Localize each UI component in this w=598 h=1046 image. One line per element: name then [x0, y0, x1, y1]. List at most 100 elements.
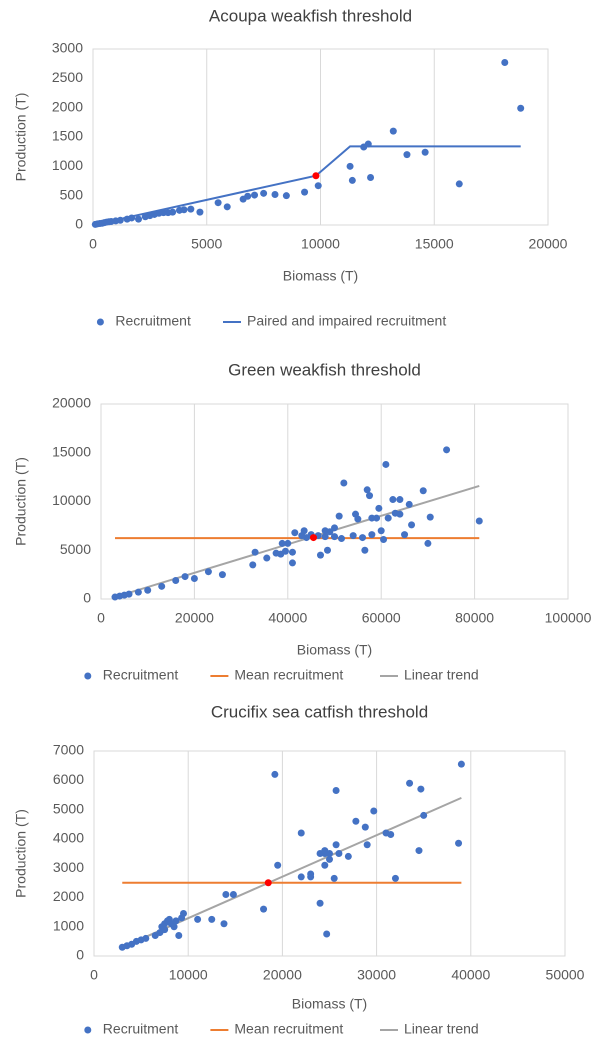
y-tick-label: 15000	[52, 443, 91, 459]
point	[373, 514, 381, 522]
point	[271, 770, 279, 778]
point	[170, 923, 178, 931]
point	[417, 785, 425, 793]
point	[142, 934, 150, 942]
x-tick-label: 10000	[169, 967, 208, 983]
point	[370, 807, 378, 815]
point	[223, 203, 231, 211]
point	[321, 533, 329, 541]
point	[291, 529, 299, 537]
y-tick-label: 500	[60, 186, 84, 202]
legend-label: Mean recruitment	[234, 1021, 343, 1037]
point	[323, 546, 331, 554]
point	[316, 899, 324, 907]
point	[134, 588, 142, 596]
point	[363, 486, 371, 494]
point	[348, 176, 356, 184]
y-tick-label: 3000	[53, 859, 84, 875]
point	[389, 496, 397, 504]
point	[396, 510, 404, 518]
point	[391, 874, 399, 882]
point	[220, 920, 228, 928]
point	[271, 190, 279, 198]
point	[326, 850, 333, 857]
point	[307, 870, 315, 878]
point	[284, 539, 292, 547]
plot-border	[100, 403, 569, 600]
y-axis-label: Production (T)	[13, 457, 29, 546]
y-tick-label: 0	[83, 590, 91, 606]
chart-title: Acoupa weakfish threshold	[209, 6, 412, 25]
point	[354, 515, 362, 523]
point	[218, 571, 226, 579]
point	[346, 162, 354, 170]
point	[144, 586, 152, 594]
legend-label: Linear trend	[404, 1021, 479, 1037]
point	[368, 531, 376, 539]
y-tick-label: 3000	[52, 40, 83, 56]
point	[179, 910, 187, 918]
point	[196, 208, 204, 216]
point	[401, 531, 409, 539]
point	[424, 539, 432, 547]
point	[344, 852, 352, 860]
point	[363, 841, 371, 849]
point	[181, 573, 189, 581]
x-tick-label: 20000	[529, 236, 568, 252]
point	[180, 206, 188, 214]
point	[364, 140, 372, 148]
point	[331, 524, 338, 532]
point	[282, 192, 290, 200]
point	[331, 533, 338, 541]
point	[455, 180, 463, 188]
x-tick-label: 15000	[415, 236, 454, 252]
point	[263, 554, 271, 562]
point	[403, 151, 411, 159]
y-tick-label: 1000	[53, 917, 84, 933]
legend-label: Recruitment	[103, 1021, 179, 1037]
x-axis-label: Biomass (T)	[292, 996, 367, 1012]
point	[264, 879, 272, 887]
x-tick-label: 10000	[301, 236, 340, 252]
point	[387, 830, 395, 838]
point	[175, 932, 183, 939]
x-tick-label: 20000	[263, 967, 302, 983]
point	[116, 216, 124, 224]
point	[297, 873, 305, 881]
line	[114, 484, 480, 599]
y-tick-label: 20000	[52, 395, 91, 411]
x-tick-label: 5000	[191, 236, 222, 252]
x-tick-label: 20000	[175, 610, 214, 626]
point	[309, 534, 317, 542]
x-tick-label: 60000	[362, 610, 401, 626]
point	[382, 460, 390, 468]
y-tick-label: 1500	[52, 128, 83, 144]
point	[389, 127, 397, 135]
point	[352, 817, 360, 825]
legend-label: Mean recruitment	[234, 667, 343, 683]
point	[384, 514, 392, 522]
y-tick-label: 2000	[52, 98, 83, 114]
point	[300, 527, 308, 535]
point	[244, 192, 252, 200]
y-tick-label: 5000	[53, 800, 84, 816]
point	[323, 930, 331, 938]
x-tick-label: 0	[89, 236, 97, 252]
y-tick-label: 1000	[52, 157, 83, 173]
point	[316, 551, 324, 559]
point	[340, 479, 348, 487]
point	[125, 590, 133, 598]
y-tick-label: 10000	[52, 492, 91, 508]
chart-title: Crucifix sea catfish threshold	[211, 702, 428, 721]
point	[457, 760, 465, 768]
point	[338, 535, 346, 543]
point	[278, 539, 286, 547]
point	[349, 532, 357, 540]
y-axis-label: Production (T)	[13, 809, 29, 898]
x-axis-label: Biomass (T)	[297, 642, 372, 658]
point	[172, 917, 180, 925]
point	[426, 513, 434, 521]
point	[361, 823, 369, 831]
point	[420, 811, 428, 819]
point	[288, 559, 296, 567]
